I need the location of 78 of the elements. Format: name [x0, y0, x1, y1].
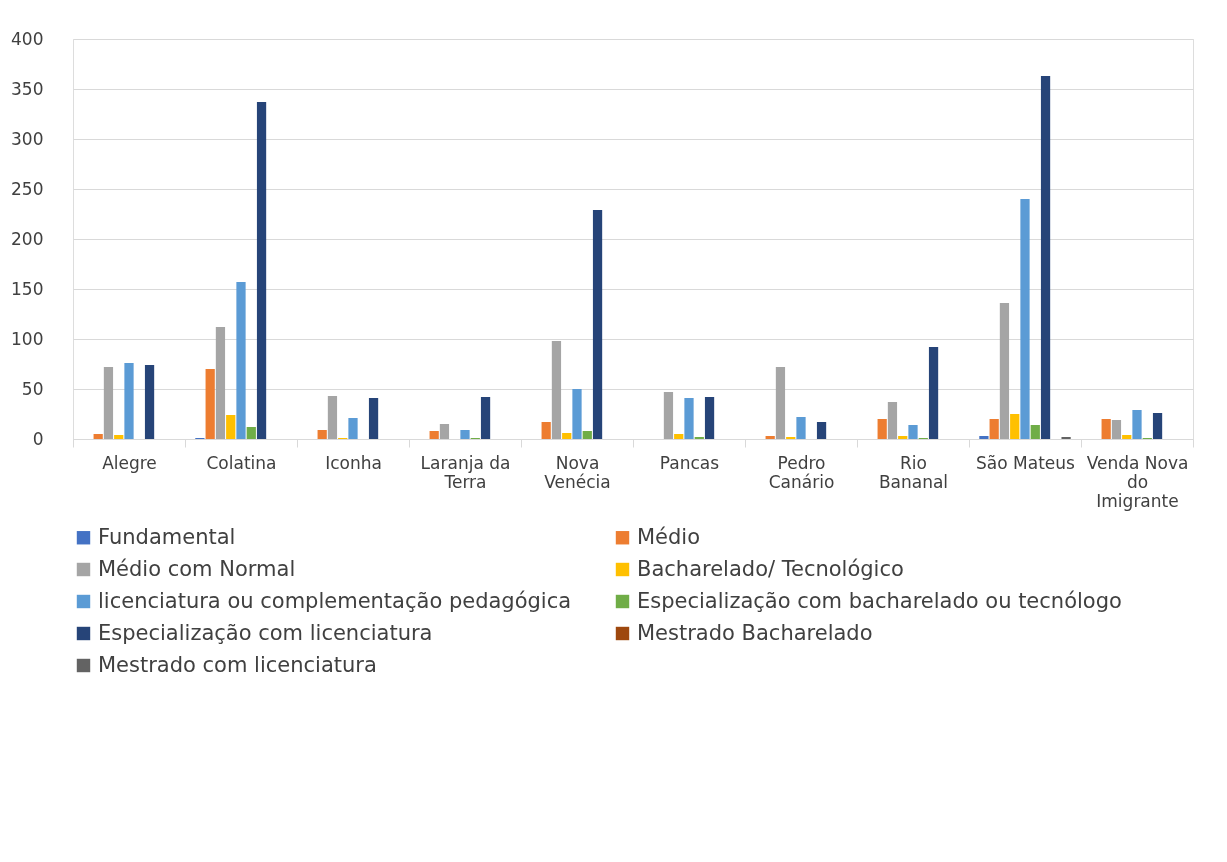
- bar: [572, 389, 582, 439]
- bar: [317, 430, 327, 439]
- bar: [887, 402, 898, 439]
- bar: [205, 369, 215, 439]
- bar: [226, 415, 236, 439]
- y-tick-label: 50: [21, 378, 44, 399]
- bar: [816, 422, 827, 439]
- legend-label: licenciatura ou complementação pedagógica: [98, 588, 572, 613]
- bar: [562, 433, 572, 439]
- bar: [114, 435, 124, 439]
- y-tick-label: 0: [32, 428, 44, 449]
- bar: [704, 397, 715, 439]
- legend-label: Médio com Normal: [98, 556, 296, 581]
- legend-label: Fundamental: [98, 524, 236, 549]
- legend-label: Mestrado com licenciatura: [98, 652, 377, 677]
- bar: [439, 424, 450, 439]
- bar: [541, 422, 551, 439]
- bar: [928, 347, 939, 439]
- bar: [877, 419, 887, 439]
- y-tick-label: 100: [11, 328, 44, 349]
- bar: [1040, 76, 1051, 439]
- bar: [460, 430, 470, 439]
- x-tick-label: Venda Nova do Imigrante: [1086, 452, 1189, 511]
- bar: [765, 436, 775, 439]
- y-tick-label: 200: [11, 228, 44, 249]
- bar: [1111, 420, 1122, 439]
- x-tick-label: Pedro Canário: [768, 452, 835, 492]
- legend-label: Médio: [637, 524, 701, 549]
- legend-label: Especialização com bacharelado ou tecnólogo: [637, 588, 1122, 613]
- bar: [1152, 413, 1163, 439]
- bar: [775, 367, 786, 439]
- x-tick-label: São Mateus: [976, 452, 1076, 473]
- bar: [1010, 414, 1020, 439]
- bar: [93, 434, 103, 439]
- x-tick-label: Alegre: [102, 452, 157, 473]
- bar: [674, 434, 684, 439]
- bar: [1132, 410, 1142, 439]
- x-tick-label: Laranja da Terra: [420, 452, 511, 492]
- bar: [1020, 199, 1030, 439]
- legend-label: Especialização com licenciatura: [98, 620, 433, 645]
- bar: [215, 327, 226, 439]
- bar: [348, 418, 358, 439]
- y-tick-label: 400: [11, 28, 44, 49]
- bar: [256, 102, 267, 439]
- bar: [1122, 435, 1132, 439]
- bar: [144, 365, 155, 439]
- bar: [480, 397, 491, 439]
- bar: [429, 431, 439, 439]
- bar: [246, 427, 256, 439]
- bar: [124, 363, 134, 439]
- y-tick-label: 300: [11, 128, 44, 149]
- bar: [684, 398, 694, 439]
- bar: [103, 367, 114, 439]
- bar: [551, 341, 562, 439]
- bar: [582, 431, 592, 439]
- bar: [236, 282, 246, 439]
- x-tick-label: Pancas: [659, 452, 720, 473]
- bar: [908, 425, 918, 439]
- bar: [592, 210, 603, 439]
- bar: [368, 398, 379, 439]
- bar: [999, 303, 1010, 439]
- bar: [796, 417, 806, 439]
- bar: [898, 436, 908, 439]
- bar: [1030, 425, 1040, 439]
- bar: [663, 392, 674, 439]
- y-tick-label: 350: [11, 78, 44, 99]
- x-tick-label: Rio Bananal: [878, 452, 949, 492]
- bar: [1101, 419, 1111, 439]
- y-tick-label: 250: [11, 178, 44, 199]
- y-tick-label: 150: [11, 278, 44, 299]
- legend-label: Bacharelado/ Tecnológico: [637, 556, 904, 581]
- bar: [979, 436, 989, 439]
- bar: [989, 419, 999, 439]
- x-tick-label: Nova Venécia: [544, 452, 611, 492]
- x-tick-label: Colatina: [206, 452, 277, 473]
- legend-label: Mestrado Bacharelado: [637, 620, 873, 645]
- x-tick-label: Iconha: [325, 452, 382, 473]
- bar: [327, 396, 338, 439]
